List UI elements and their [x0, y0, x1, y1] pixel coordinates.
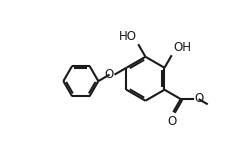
- Text: HO: HO: [118, 30, 136, 43]
- Text: O: O: [194, 92, 203, 105]
- Text: OH: OH: [172, 41, 190, 54]
- Text: O: O: [167, 115, 176, 128]
- Text: O: O: [104, 68, 113, 81]
